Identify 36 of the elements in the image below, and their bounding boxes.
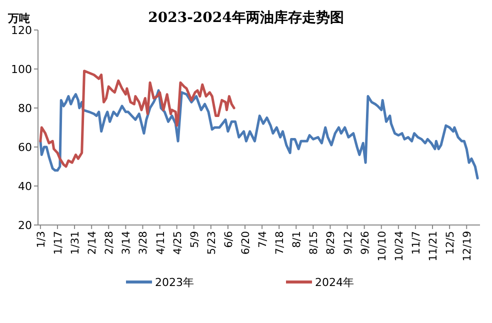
xtick: 2/14 xyxy=(86,231,99,255)
xtick: 6/20 xyxy=(240,231,252,255)
xtick: 3/14 xyxy=(120,231,133,255)
ytick: 80 xyxy=(18,102,32,115)
xtick: 10/10 xyxy=(376,231,388,262)
xtick: 4/11 xyxy=(154,231,167,255)
xtick: 3/28 xyxy=(138,231,150,255)
xtick: 5/9 xyxy=(188,231,201,248)
xtick: 1/3 xyxy=(35,231,48,248)
ytick: 120 xyxy=(11,24,32,37)
ytick: 40 xyxy=(18,180,32,193)
xtick: 8/29 xyxy=(325,231,338,255)
legend-label: 2023年 xyxy=(155,276,194,289)
xtick: 11/21 xyxy=(428,231,440,262)
ytick: 100 xyxy=(11,63,32,76)
xtick: 9/12 xyxy=(342,231,354,255)
xtick: 8/15 xyxy=(308,231,320,255)
xtick: 5/23 xyxy=(206,231,218,255)
xtick: 8/1 xyxy=(291,231,304,248)
xtick: 11/7 xyxy=(410,231,422,255)
xtick: 12/5 xyxy=(444,231,457,255)
xtick: 7/18 xyxy=(274,231,286,255)
ytick: 20 xyxy=(18,219,32,232)
xtick: 12/19 xyxy=(462,231,474,262)
xtick: 1/31 xyxy=(70,231,82,255)
xtick: 9/26 xyxy=(359,231,372,255)
xtick: 7/4 xyxy=(257,231,270,248)
xtick: 2/28 xyxy=(104,231,116,255)
ylabel: 万吨 xyxy=(8,12,30,25)
xtick: 6/6 xyxy=(222,231,235,248)
xtick: 4/25 xyxy=(172,231,184,255)
legend-label: 2024年 xyxy=(315,276,354,289)
ytick: 60 xyxy=(18,141,32,154)
xtick: 1/17 xyxy=(52,231,64,255)
title: 2023-2024年两油库存走势图 xyxy=(148,10,344,26)
xtick: 10/24 xyxy=(393,231,406,262)
